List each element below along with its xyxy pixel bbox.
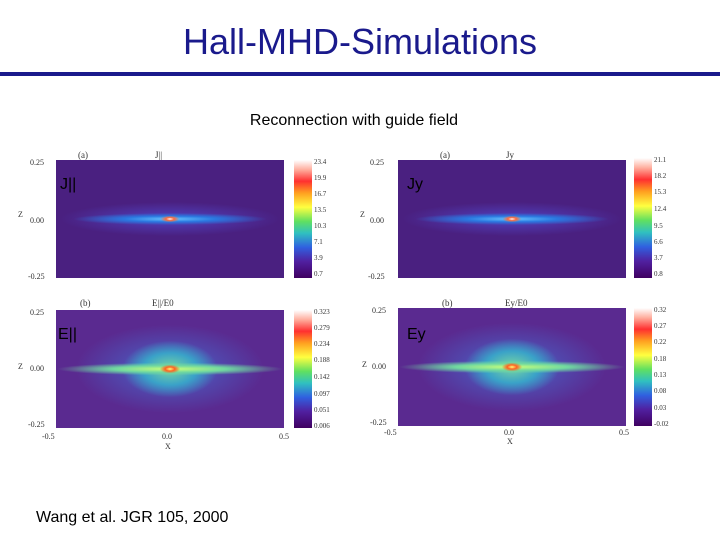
colorbar-tick: 7.1 [314, 238, 323, 246]
panel-tag: (a) [440, 150, 450, 160]
panel-header: J|| [155, 150, 163, 160]
colorbar-tick: 0.323 [314, 308, 330, 316]
slide-subtitle: Reconnection with guide field [249, 112, 459, 129]
colorbar-tick: 0.03 [654, 404, 667, 412]
panel-label: Ey [407, 326, 426, 343]
y-tick: 0.00 [30, 216, 44, 225]
panel-tag: (a) [78, 150, 88, 160]
y-tick: -0.25 [28, 420, 45, 429]
y-axis-label: Z [362, 360, 367, 369]
y-tick: -0.25 [368, 272, 385, 281]
colorbar-tick: 0.7 [314, 270, 323, 278]
slide-title: Hall-MHD-Simulations [182, 21, 538, 62]
panel-label: Jy [407, 176, 423, 193]
panel-tag: (b) [80, 298, 91, 308]
y-axis-label: Z [360, 210, 365, 219]
colorbar-tick: 16.7 [314, 190, 327, 198]
y-tick: -0.25 [370, 418, 387, 427]
y-tick: 0.00 [30, 364, 44, 373]
colorbar-tick: 0.8 [654, 270, 663, 278]
colorbar-tick: 9.5 [654, 222, 663, 230]
colorbar-tick: 0.234 [314, 340, 330, 348]
title-divider [0, 72, 720, 76]
colorbar-tick: 0.142 [314, 373, 330, 381]
colorbar-tick: 0.22 [654, 338, 667, 346]
panel-label: J|| [60, 176, 77, 193]
panel-header: Jy [506, 150, 515, 160]
heatmap-ey [398, 308, 626, 426]
citation: Wang et al. JGR 105, 2000 [36, 509, 229, 526]
colorbar-tick: 18.2 [654, 172, 667, 180]
colorbar-tick: 15.3 [654, 188, 667, 196]
y-tick: 0.00 [370, 216, 384, 225]
panel-header: E||/E0 [152, 298, 174, 308]
panel-label: E|| [58, 326, 77, 343]
colorbar [294, 160, 312, 278]
y-tick: 0.25 [372, 306, 386, 315]
colorbar-tick: 21.1 [654, 156, 667, 164]
x-tick: 0.5 [619, 428, 629, 437]
x-tick: 0.0 [504, 428, 514, 437]
y-tick: 0.00 [372, 362, 386, 371]
y-tick: 0.25 [370, 158, 384, 167]
colorbar-tick: 0.13 [654, 371, 667, 379]
y-axis-label: Z [18, 362, 23, 371]
colorbar [294, 310, 312, 428]
colorbar-tick: 0.097 [314, 390, 330, 398]
colorbar-tick: 0.051 [314, 406, 330, 414]
x-tick: -0.5 [42, 432, 55, 441]
colorbar-tick: 3.9 [314, 254, 323, 262]
y-tick: -0.25 [28, 272, 45, 281]
colorbar-tick: 19.9 [314, 174, 327, 182]
colorbar-tick: 13.5 [314, 206, 327, 214]
y-tick: 0.25 [30, 308, 44, 317]
colorbar-tick: 12.4 [654, 205, 667, 213]
x-tick: 0.0 [162, 432, 172, 441]
heatmap-jy [398, 160, 626, 278]
colorbar-tick: 0.27 [654, 322, 667, 330]
x-tick: -0.5 [384, 428, 397, 437]
colorbar-tick: 6.6 [654, 238, 663, 246]
colorbar [634, 158, 652, 278]
colorbar-tick: 0.188 [314, 356, 330, 364]
heatmap-e-parallel [56, 310, 284, 428]
colorbar-tick: 0.006 [314, 422, 330, 430]
x-axis-label: X [165, 442, 171, 451]
heatmap-j-parallel [56, 160, 284, 278]
colorbar-tick: 10.3 [314, 222, 327, 230]
panel-tag: (b) [442, 298, 453, 308]
panel-header: Ey/E0 [505, 298, 528, 308]
colorbar [634, 308, 652, 426]
y-tick: 0.25 [30, 158, 44, 167]
colorbar-tick: -0.02 [654, 420, 669, 428]
colorbar-tick: 0.08 [654, 387, 667, 395]
colorbar-tick: 0.279 [314, 324, 330, 332]
x-axis-label: X [507, 437, 513, 446]
colorbar-tick: 23.4 [314, 158, 327, 166]
y-axis-label: Z [18, 210, 23, 219]
colorbar-tick: 3.7 [654, 254, 663, 262]
colorbar-tick: 0.18 [654, 355, 667, 363]
colorbar-tick: 0.32 [654, 306, 667, 314]
x-tick: 0.5 [279, 432, 289, 441]
